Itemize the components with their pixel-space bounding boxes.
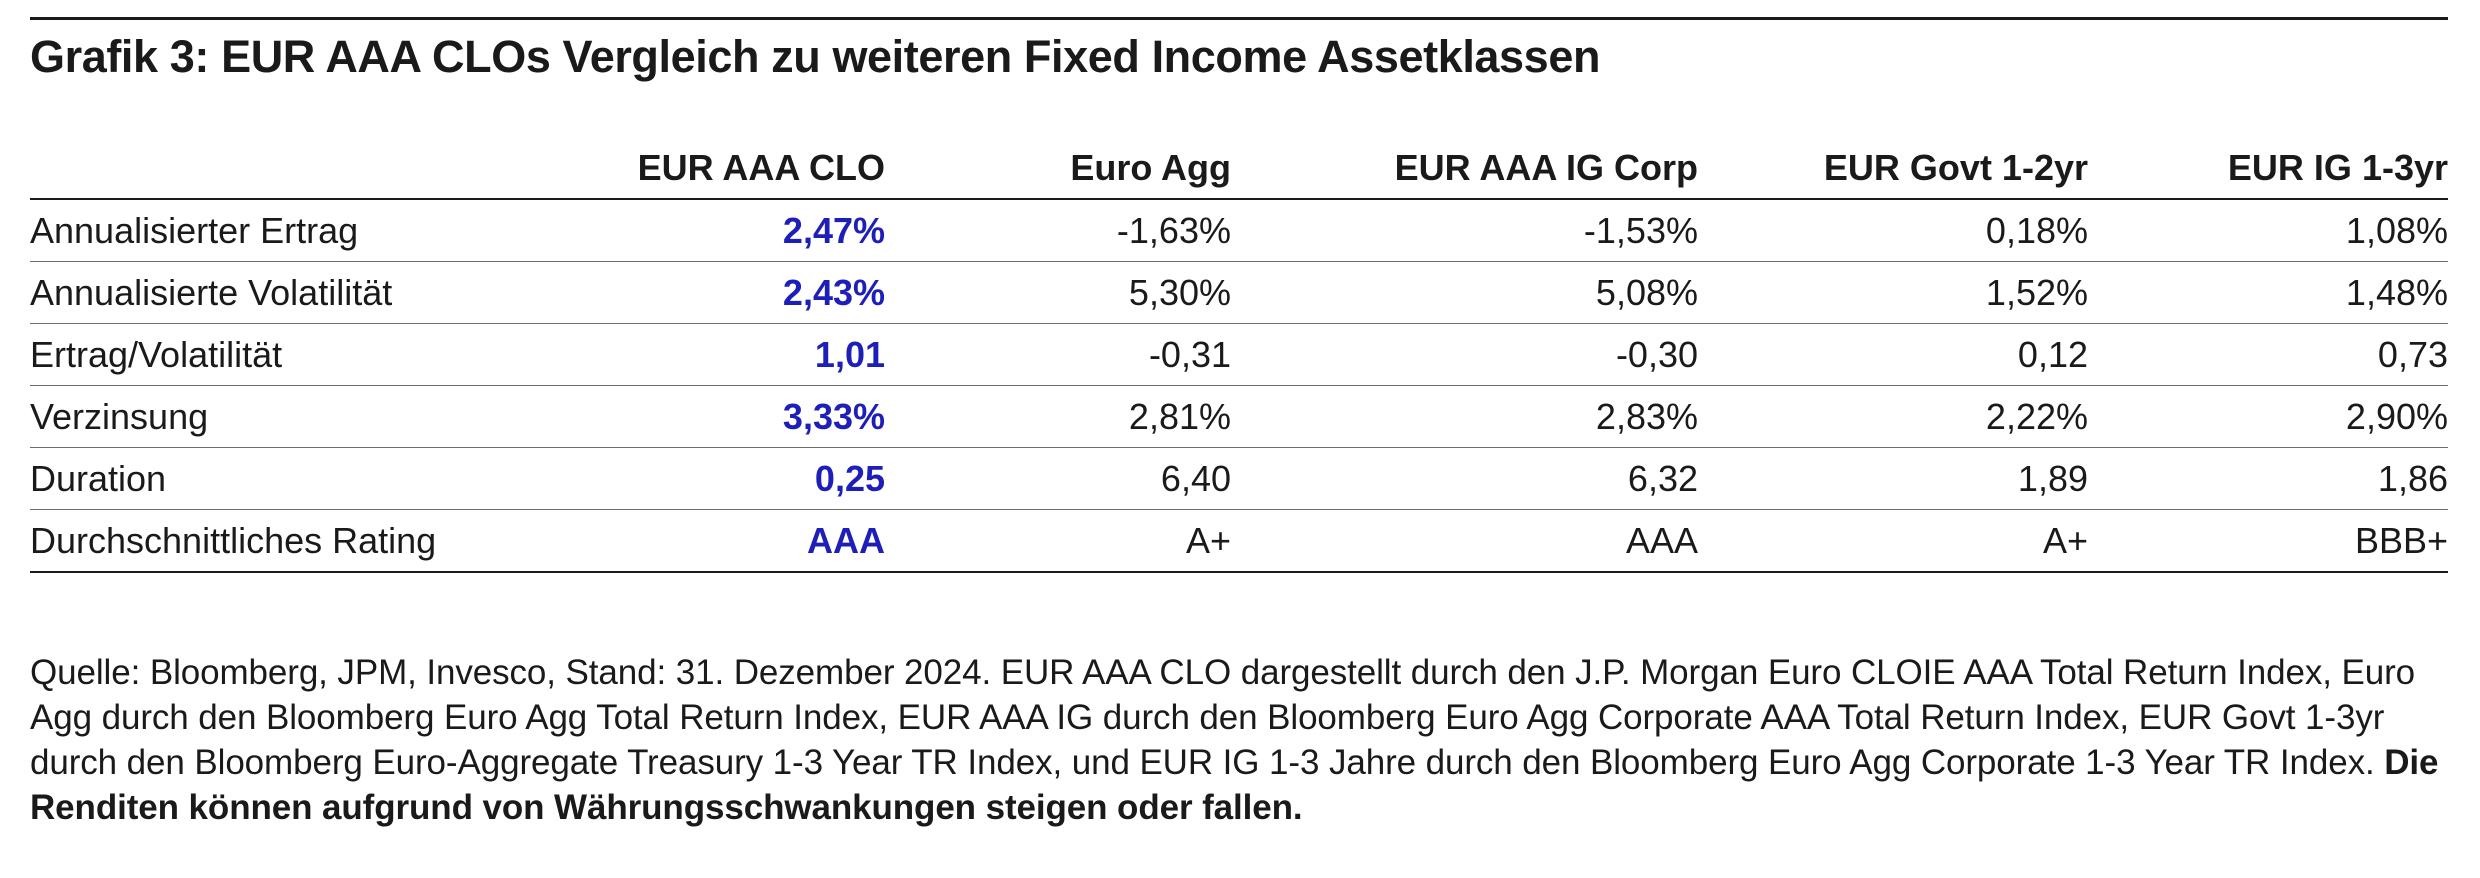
table-cell: 5,08%: [1231, 261, 1698, 324]
table-cell: -0,30: [1231, 323, 1698, 386]
table-cell: 5,30%: [885, 261, 1231, 324]
table-cell: AAA: [1231, 509, 1698, 573]
column-header-eur-ig-1-3yr: EUR IG 1-3yr: [2088, 138, 2448, 200]
table-cell: 6,32: [1231, 447, 1698, 510]
table-row: Verzinsung 3,33% 2,81% 2,83% 2,22% 2,90%: [30, 385, 2448, 448]
row-label: Annualisierte Volatilität: [30, 261, 392, 324]
table-row: Duration 0,25 6,40 6,32 1,89 1,86: [30, 447, 2448, 510]
table-cell: 2,81%: [885, 385, 1231, 448]
table-cell: -1,53%: [1231, 199, 1698, 262]
table-cell: 1,08%: [2088, 199, 2448, 262]
table-cell: 0,25: [330, 447, 885, 510]
disclaimer-text: Die Renditen können aufgrund von Währung…: [30, 743, 2439, 827]
row-label: Verzinsung: [30, 385, 330, 448]
table-cell: 1,86: [2088, 447, 2448, 510]
comparison-table: EUR AAA CLO Euro Agg EUR AAA IG Corp EUR…: [30, 138, 2448, 573]
figure-title: Grafik 3: EUR AAA CLOs Vergleich zu weit…: [30, 31, 1601, 82]
column-header-eur-aaa-clo: EUR AAA CLO: [330, 138, 885, 200]
table-row: Durchschnittliches Rating AAA A+ AAA A+ …: [30, 509, 2448, 573]
source-text: Quelle: Bloomberg, JPM, Invesco, Stand: …: [30, 653, 2416, 782]
table-cell: A+: [885, 509, 1231, 573]
row-label: Duration: [30, 447, 330, 510]
table-row: Annualisierte Volatilität 2,43% 5,30% 5,…: [30, 261, 2448, 324]
table-cell: 0,18%: [1698, 199, 2088, 262]
table-cell: A+: [1698, 509, 2088, 573]
table-cell: 1,89: [1698, 447, 2088, 510]
table-cell: 2,22%: [1698, 385, 2088, 448]
page: Grafik 3: EUR AAA CLOs Vergleich zu weit…: [30, 0, 2448, 878]
table-cell: BBB+: [2088, 509, 2448, 573]
table-cell: 6,40: [885, 447, 1231, 510]
table-cell: -1,63%: [885, 199, 1231, 262]
table-cell: 2,90%: [2088, 385, 2448, 448]
table-cell: 2,47%: [330, 199, 885, 262]
table-cell: 1,52%: [1698, 261, 2088, 324]
row-label: Durchschnittliches Rating: [30, 509, 436, 573]
table-cell: 2,43%: [330, 261, 885, 324]
column-header-eur-govt-1-2yr: EUR Govt 1-2yr: [1698, 138, 2088, 200]
table-cell: 1,48%: [2088, 261, 2448, 324]
top-rule: [30, 17, 2448, 20]
column-header: [30, 138, 330, 200]
table-cell: 2,83%: [1231, 385, 1698, 448]
table-row: Ertrag/Volatilität 1,01 -0,31 -0,30 0,12…: [30, 323, 2448, 386]
table-cell: 0,73: [2088, 323, 2448, 386]
table-row: Annualisierter Ertrag 2,47% -1,63% -1,53…: [30, 199, 2448, 262]
table-cell: AAA: [330, 509, 885, 573]
table-cell: 3,33%: [330, 385, 885, 448]
column-header-eur-aaa-ig-corp: EUR AAA IG Corp: [1231, 138, 1698, 200]
table-header-row: EUR AAA CLO Euro Agg EUR AAA IG Corp EUR…: [30, 138, 2448, 200]
table-cell: 1,01: [330, 323, 885, 386]
row-label: Ertrag/Volatilität: [30, 323, 330, 386]
source-footnote: Quelle: Bloomberg, JPM, Invesco, Stand: …: [30, 650, 2448, 830]
column-header-euro-agg: Euro Agg: [885, 138, 1231, 200]
table-cell: 0,12: [1698, 323, 2088, 386]
table-cell: -0,31: [885, 323, 1231, 386]
row-label: Annualisierter Ertrag: [30, 199, 358, 262]
